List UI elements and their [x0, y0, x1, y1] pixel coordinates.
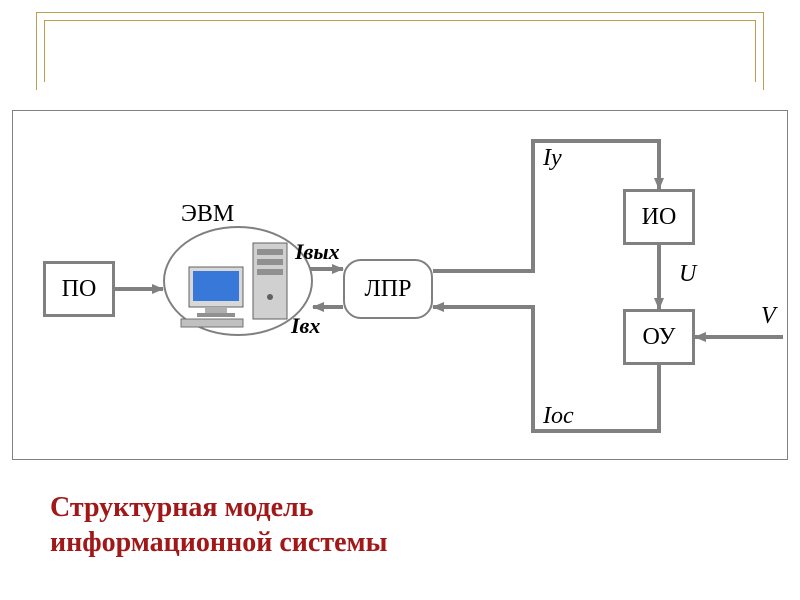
- node-io-label: ИО: [642, 204, 677, 231]
- node-io: ИО: [623, 189, 695, 245]
- node-lpr: ЛПР: [343, 259, 433, 319]
- edge-label-ivyh: Iвых: [295, 239, 340, 265]
- node-ou: ОУ: [623, 309, 695, 365]
- diagram-frame: ПО ЭВМ ЛПР ИО ОУ Iвых Iвх Iу U V Iос: [12, 110, 788, 460]
- computer-icon: [175, 239, 301, 329]
- node-po: ПО: [43, 261, 115, 317]
- edge-label-u: U: [679, 261, 696, 288]
- caption-line2: информационной системы: [50, 525, 387, 560]
- edge-label-v: V: [761, 303, 776, 330]
- edge-label-iy: Iу: [543, 145, 562, 172]
- caption: Структурная модель информационной систем…: [50, 490, 387, 560]
- node-po-label: ПО: [62, 276, 97, 303]
- node-lpr-label: ЛПР: [365, 276, 412, 303]
- node-ou-label: ОУ: [643, 324, 676, 351]
- node-evm-label: ЭВМ: [181, 201, 234, 228]
- caption-line1: Структурная модель: [50, 490, 387, 525]
- slide-frame-inner: [44, 20, 756, 82]
- edge-label-ivh: Iвх: [291, 313, 320, 339]
- edge-label-ioc: Iос: [543, 403, 574, 430]
